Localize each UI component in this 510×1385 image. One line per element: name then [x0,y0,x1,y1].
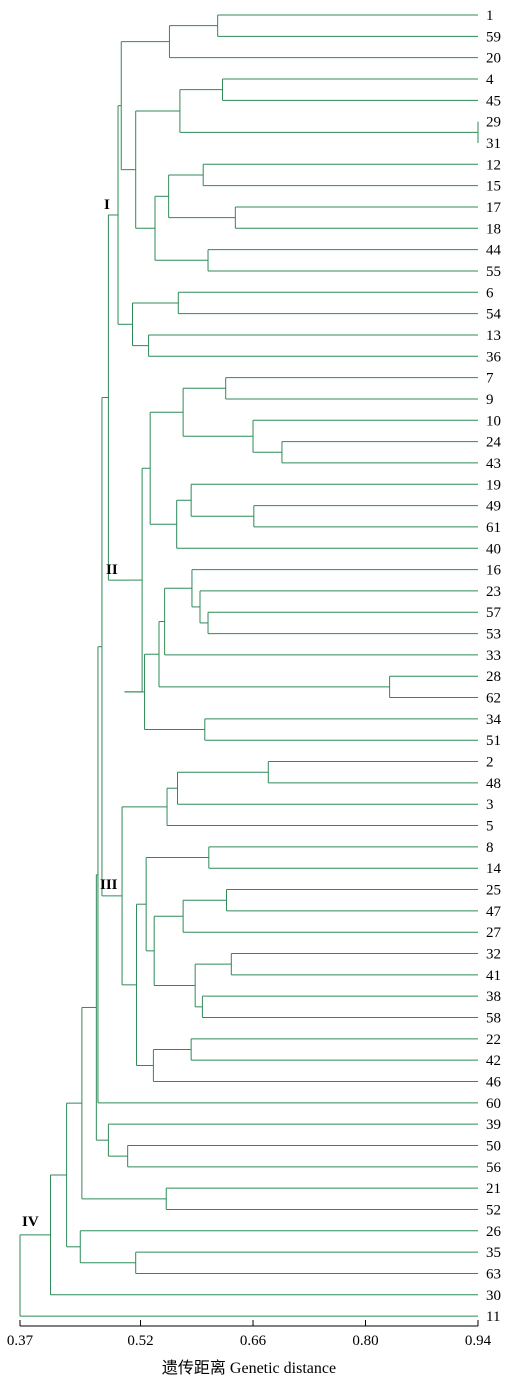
x-tick-label: 0.94 [465,1333,492,1349]
leaf-label: 44 [486,243,502,259]
leaf-label: 29 [486,115,501,131]
leaf-label: 21 [486,1181,501,1197]
leaf-label: 23 [486,584,501,600]
leaf-label: 50 [486,1138,501,1154]
cluster-label: III [100,877,118,893]
leaf-label: 48 [486,776,501,792]
leaf-label: 49 [486,499,501,515]
leaf-label: 58 [486,1011,501,1027]
leaf-label: 43 [486,456,501,472]
x-tick-label: 0.37 [7,1333,34,1349]
leaf-label: 41 [486,968,501,984]
leaf-label: 10 [486,413,501,429]
leaf-label: 13 [486,328,501,344]
leaf-label: 60 [486,1096,501,1112]
leaf-label: 40 [486,541,501,557]
leaf-label: 57 [486,605,502,621]
leaf-label: 27 [486,925,502,941]
leaf-label: 34 [486,712,502,728]
leaf-label: 15 [486,179,501,195]
leaf-label: 31 [486,136,501,152]
leaf-label: 55 [486,264,501,280]
leaf-label: 12 [486,157,501,173]
leaf-label: 6 [486,285,494,301]
leaf-label: 16 [486,563,502,579]
leaf-label: 28 [486,669,501,685]
leaf-label: 32 [486,947,501,963]
leaf-label: 24 [486,435,502,451]
leaf-label: 19 [486,477,501,493]
leaf-label: 20 [486,51,501,67]
leaf-label: 35 [486,1245,501,1261]
x-axis-ticks: 0.37 0.52 0.66 0.80 0.94 [7,1320,492,1349]
leaf-label: 22 [486,1032,501,1048]
x-tick-label: 0.52 [127,1333,153,1349]
leaf-label: 7 [486,371,494,387]
leaf-label: 14 [486,861,502,877]
leaf-label: 36 [486,349,502,365]
leaf-label: 62 [486,691,501,707]
leaf-label: 38 [486,989,501,1005]
leaf-label: 61 [486,520,501,536]
leaf-label: 46 [486,1075,502,1091]
cluster-label: II [106,562,118,578]
leaf-label: 47 [486,904,502,920]
leaf-label: 3 [486,797,494,813]
leaf-label: 5 [486,819,494,835]
cluster-label: IV [22,1214,39,1230]
leaf-label: 26 [486,1224,502,1240]
leaf-label: 4 [486,72,494,88]
leaf-labels: 1592044529311215171844556541336791024431… [486,8,502,1325]
leaf-label: 1 [486,8,494,24]
leaf-label: 45 [486,93,501,109]
leaf-label: 33 [486,648,501,664]
x-tick-label: 0.66 [240,1333,267,1349]
leaf-label: 54 [486,307,502,323]
x-axis: 0.37 0.52 0.66 0.80 0.94 [7,1320,492,1349]
leaf-label: 18 [486,221,501,237]
cluster-label: I [104,197,110,213]
leaf-label: 8 [486,840,494,856]
leaf-label: 39 [486,1117,501,1133]
x-tick-label: 0.80 [352,1333,378,1349]
leaf-label: 63 [486,1266,501,1282]
leaf-label: 17 [486,200,502,216]
leaf-label: 9 [486,392,494,408]
leaf-label: 56 [486,1160,502,1176]
leaf-label: 51 [486,733,501,749]
leaf-label: 2 [486,755,494,771]
leaf-label: 52 [486,1202,501,1218]
dendrogram-branches [19,14,479,1317]
leaf-label: 30 [486,1288,501,1304]
x-axis-title: 遗传距离 Genetic distance [162,1359,336,1377]
leaf-label: 42 [486,1053,501,1069]
leaf-label: 53 [486,627,501,643]
leaf-label: 59 [486,29,501,45]
leaf-label: 25 [486,883,501,899]
leaf-label: 11 [486,1309,500,1325]
